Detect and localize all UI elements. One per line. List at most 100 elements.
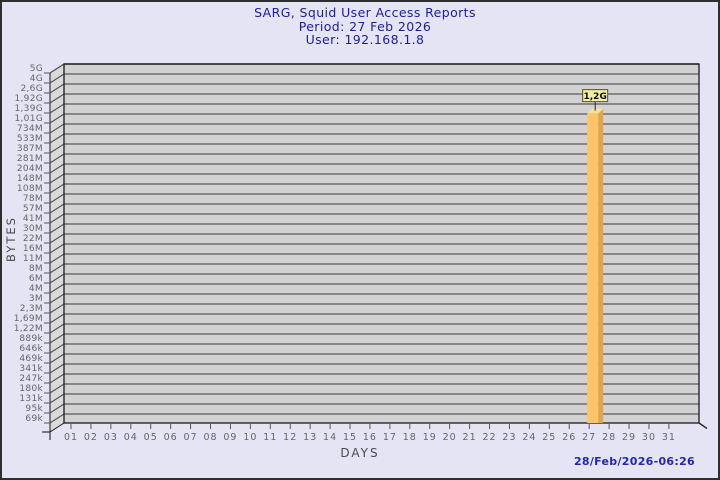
y-tick-wall-segment — [49, 133, 65, 144]
day-tick-label: 04 — [124, 432, 138, 443]
y-tick-wall-segment — [49, 373, 65, 384]
y-tick-label: 341k — [19, 364, 43, 374]
day-tick-label: 15 — [343, 432, 357, 443]
day-tick-label: 08 — [203, 432, 217, 443]
y-tick-label: 2,6G — [21, 84, 44, 94]
y-tick-wall-segment — [49, 313, 65, 324]
y-tick-wall-segment — [49, 103, 65, 114]
y-tick-label: 95k — [25, 404, 43, 414]
y-tick-wall-segment — [49, 203, 65, 214]
y-tick-label: 1,01G — [14, 114, 43, 124]
y-axis-title: BYTES — [4, 216, 18, 262]
y-tick-label: 4M — [29, 284, 43, 294]
day-tick-label: 14 — [323, 432, 337, 443]
y-tick-label: 1,22M — [14, 324, 43, 334]
y-tick-label: 22M — [23, 234, 43, 244]
y-tick-label: 4G — [30, 74, 43, 84]
y-tick-label: 734M — [17, 124, 43, 134]
y-tick-wall-segment — [49, 113, 65, 124]
y-tick-label: 6M — [29, 274, 43, 284]
plot-border — [63, 63, 700, 424]
day-tick-label: 21 — [463, 432, 477, 443]
bar-side-face — [598, 108, 604, 423]
y-tick-label: 5G — [30, 64, 43, 74]
day-tick-label: 17 — [383, 432, 397, 443]
plot-corner-bevel — [698, 422, 708, 430]
chart-title: SARG, Squid User Access Reports — [254, 5, 476, 20]
day-tick-label: 09 — [223, 432, 237, 443]
y-tick-label: 2,3M — [20, 304, 43, 314]
y-tick-label: 469k — [19, 354, 43, 364]
day-tick-label: 31 — [662, 432, 676, 443]
y-tick-label: 16M — [23, 244, 43, 254]
data-bar — [587, 113, 599, 423]
y-tick-label: 533M — [17, 134, 43, 144]
y-tick-label: 1,39G — [14, 104, 43, 114]
day-tick-label: 13 — [303, 432, 317, 443]
day-tick-label: 18 — [403, 432, 417, 443]
y-tick-label: 1,92G — [14, 94, 43, 104]
generated-timestamp: 28/Feb/2026-06:26 — [573, 455, 695, 468]
day-tick-label: 26 — [562, 432, 576, 443]
y-tick-wall-segment — [49, 253, 65, 264]
day-tick-label: 07 — [184, 432, 198, 443]
day-tick-label: 30 — [642, 432, 656, 443]
y-tick-wall-segment — [49, 143, 65, 154]
y-tick-wall-segment — [49, 73, 65, 84]
day-tick-label: 11 — [263, 432, 277, 443]
y-tick-wall-segment — [49, 413, 65, 424]
y-tick-label: 11M — [23, 254, 43, 264]
y-tick-wall-segment — [49, 283, 65, 294]
bar-top-face — [587, 108, 604, 114]
y-tick-wall-segment — [49, 213, 65, 224]
y-tick-label: 41M — [23, 214, 43, 224]
y-tick-label: 108M — [17, 184, 43, 194]
y-tick-label: 646k — [19, 344, 43, 354]
y-tick-wall-segment — [49, 293, 65, 304]
y-tick-wall-segment — [49, 263, 65, 274]
day-tick-label: 06 — [164, 432, 178, 443]
day-tick-label: 25 — [542, 432, 556, 443]
day-tick-label: 20 — [443, 432, 457, 443]
y-tick-wall-segment — [49, 193, 65, 204]
y-tick-wall-segment — [49, 83, 65, 94]
y-tick-label: 281M — [17, 154, 43, 164]
y-tick-wall-segment — [49, 183, 65, 194]
y-tick-label: 204M — [17, 164, 43, 174]
y-tick-wall-segment — [49, 393, 65, 404]
day-tick-label: 10 — [243, 432, 257, 443]
y-tick-wall-segment — [49, 63, 65, 74]
y-tick-wall-segment — [49, 243, 65, 254]
x-axis-title: DAYS — [340, 446, 380, 460]
y-tick-wall-segment — [49, 93, 65, 104]
y-tick-label: 69k — [25, 414, 43, 424]
y-tick-wall-segment — [49, 163, 65, 174]
title-block: SARG, Squid User Access Reports Period: … — [2, 5, 718, 47]
day-tick-label: 12 — [283, 432, 297, 443]
day-tick-label: 05 — [144, 432, 158, 443]
y-tick-label: 8M — [29, 264, 43, 274]
day-tick-label: 24 — [522, 432, 536, 443]
y-tick-wall-segment — [49, 303, 65, 314]
y-tick-wall-segment — [49, 273, 65, 284]
day-tick-label: 22 — [482, 432, 496, 443]
y-tick-wall-segment — [49, 233, 65, 244]
y-tick-wall-segment — [49, 153, 65, 164]
day-tick-label: 01 — [64, 432, 78, 443]
y-tick-wall-segment — [49, 383, 65, 394]
y-tick-label: 889k — [19, 334, 43, 344]
chart-user: User: 192.168.1.8 — [305, 32, 425, 47]
y-tick-wall-segment — [49, 223, 65, 234]
y-tick-label: 180k — [19, 384, 43, 394]
y-tick-label: 1,69M — [14, 314, 43, 324]
y-tick-label: 30M — [23, 224, 43, 234]
y-tick-label: 131k — [19, 394, 43, 404]
day-tick-label: 23 — [502, 432, 516, 443]
y-tick-wall-segment — [49, 323, 65, 334]
y-tick-label: 148M — [17, 174, 43, 184]
day-tick-label: 16 — [363, 432, 377, 443]
chart-period: Period: 27 Feb 2026 — [298, 18, 432, 34]
y-tick-wall-segment — [49, 343, 65, 354]
day-tick-label: 02 — [84, 432, 98, 443]
